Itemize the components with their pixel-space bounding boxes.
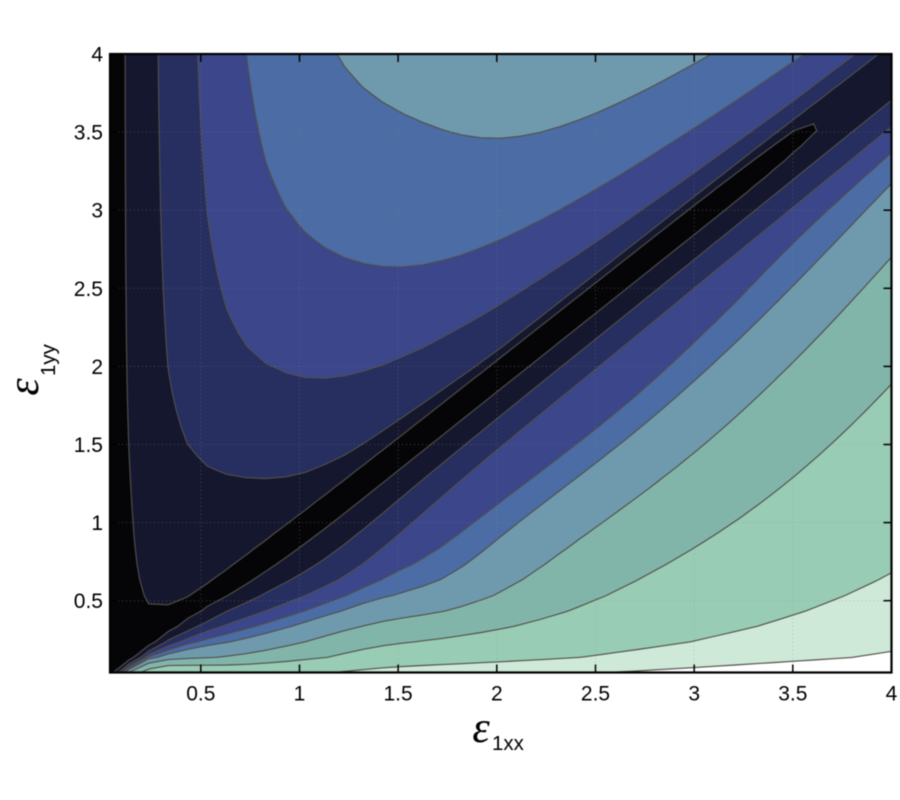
svg-text:2: 2 <box>91 356 103 379</box>
svg-text:ε: ε <box>0 378 48 396</box>
svg-text:1xx: 1xx <box>492 732 525 755</box>
svg-text:4: 4 <box>91 44 103 67</box>
svg-text:3: 3 <box>91 200 103 223</box>
svg-text:3.5: 3.5 <box>74 122 103 145</box>
svg-text:0.5: 0.5 <box>74 590 103 613</box>
svg-text:2.5: 2.5 <box>74 278 103 301</box>
svg-text:1: 1 <box>294 683 306 706</box>
svg-text:1: 1 <box>91 512 103 535</box>
svg-text:3: 3 <box>688 683 700 706</box>
svg-text:ε: ε <box>472 703 490 752</box>
svg-text:1yy: 1yy <box>37 343 60 376</box>
svg-text:1.5: 1.5 <box>74 434 103 457</box>
svg-text:1.5: 1.5 <box>383 683 412 706</box>
svg-text:2.5: 2.5 <box>581 683 610 706</box>
svg-text:4: 4 <box>886 683 898 706</box>
svg-text:2: 2 <box>491 683 503 706</box>
svg-text:0.5: 0.5 <box>186 683 215 706</box>
svg-text:3.5: 3.5 <box>778 683 807 706</box>
